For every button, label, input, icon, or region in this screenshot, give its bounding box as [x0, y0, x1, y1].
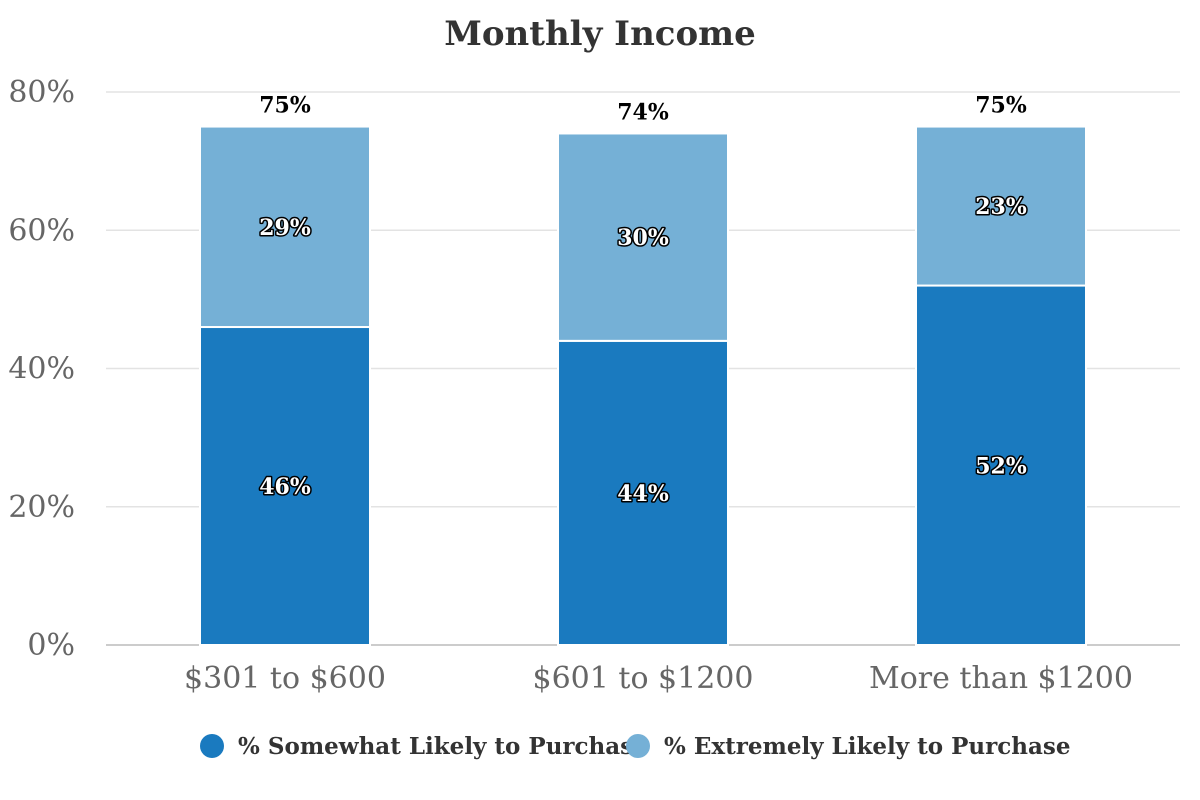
bar-segment[interactable]	[557, 339, 729, 646]
y-tick-label: 80%	[8, 75, 75, 110]
y-tick-label: 0%	[27, 628, 75, 663]
legend-marker-extremely	[626, 734, 650, 758]
x-axis-ticks: $301 to $600 $601 to $1200 More than $1200	[184, 661, 1133, 696]
legend-label-somewhat: % Somewhat Likely to Purchase	[238, 732, 648, 760]
legend-item-somewhat[interactable]: % Somewhat Likely to Purchase	[200, 726, 648, 766]
legend: % Somewhat Likely to Purchase % Extremel…	[0, 726, 1200, 766]
bar-segment[interactable]	[557, 132, 729, 342]
y-tick-label: 20%	[8, 490, 75, 525]
legend-marker-somewhat	[200, 734, 224, 758]
legend-item-extremely[interactable]: % Extremely Likely to Purchase	[626, 726, 1070, 766]
segment-value-label: 46%	[259, 474, 311, 500]
y-tick-label: 40%	[8, 352, 75, 387]
total-value-label: 74%	[617, 99, 669, 125]
bar-segment[interactable]	[199, 125, 371, 329]
segment-value-label: 29%	[259, 215, 311, 241]
x-tick-label: $601 to $1200	[533, 661, 754, 696]
total-value-label: 75%	[975, 93, 1027, 119]
segment-value-label: 23%	[975, 194, 1027, 220]
segment-value-label: 30%	[617, 225, 669, 251]
segment-value-label: 44%	[617, 481, 669, 507]
y-tick-label: 60%	[8, 213, 75, 248]
segment-value-label: 52%	[975, 453, 1027, 479]
y-axis-ticks: 0% 20% 40% 60% 80%	[8, 75, 75, 663]
x-tick-label: $301 to $600	[184, 661, 386, 696]
chart-title: Monthly Income	[444, 14, 756, 54]
x-tick-label: More than $1200	[869, 661, 1133, 696]
total-value-label: 75%	[259, 93, 311, 119]
plot-area: 0% 20% 40% 60% 80% 46% 29% 75% 44% 30% 74% 52% 23% 7…	[8, 75, 1180, 696]
bar-segment[interactable]	[915, 125, 1087, 287]
data-labels: 46% 29% 75% 44% 30% 74% 52% 23% 75%	[258, 93, 1029, 509]
legend-label-extremely: % Extremely Likely to Purchase	[664, 732, 1071, 760]
bar-segment[interactable]	[915, 284, 1087, 646]
bars	[199, 125, 1087, 646]
bar-segment[interactable]	[199, 326, 371, 646]
